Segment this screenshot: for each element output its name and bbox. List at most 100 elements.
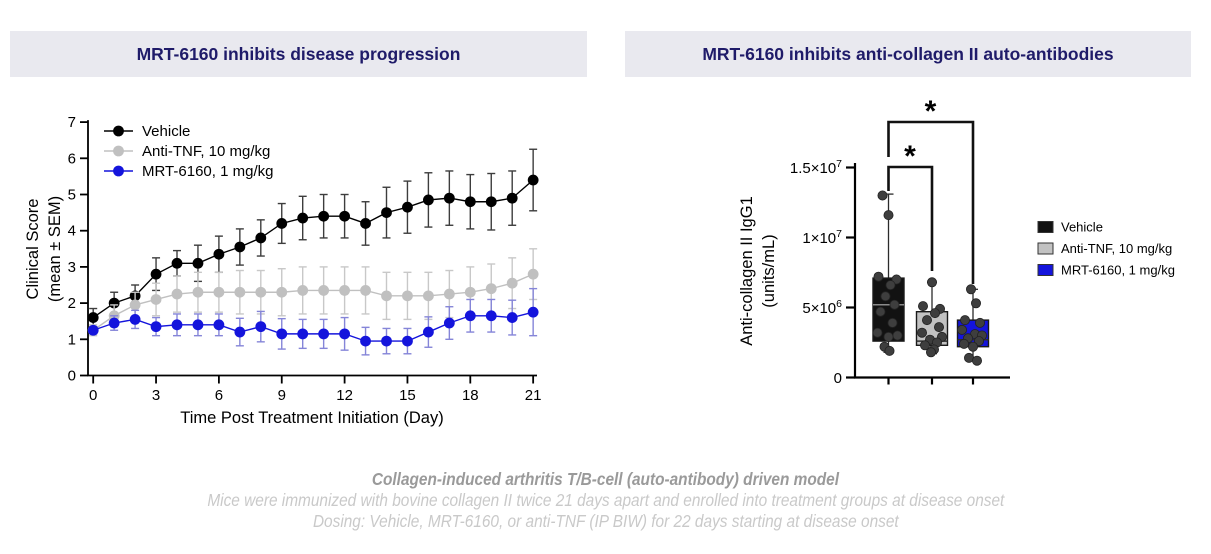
sig-star: * (925, 95, 937, 128)
sig-bracket-vehicle-mrt (887, 120, 975, 284)
data-point (255, 232, 267, 244)
x-tick-label: 21 (525, 387, 542, 404)
y-tick-label: 7 (68, 114, 76, 131)
data-point (957, 324, 968, 335)
legend-swatch-icon (1037, 242, 1054, 255)
y-tick-label: 4 (68, 223, 76, 240)
data-point (423, 326, 434, 338)
data-point (930, 308, 941, 319)
series-line (92, 179, 534, 319)
error-bars (89, 287, 538, 356)
data-point (892, 330, 903, 341)
data-point (381, 335, 392, 347)
data-point (213, 248, 225, 260)
data-point (934, 322, 945, 333)
legend-swatch-icon (1037, 221, 1054, 233)
boxgroup-mrt-6160 (956, 284, 990, 366)
data-point (880, 291, 891, 302)
sig-bracket-vehicle-antitnf (887, 165, 934, 271)
caption-dosing-line: Dosing: Vehicle, MRT-6160, or anti-TNF (… (312, 511, 899, 531)
svg-text:(units/mL): (units/mL) (760, 234, 778, 307)
data-point (464, 310, 476, 322)
data-point (318, 285, 330, 296)
data-point (192, 286, 204, 298)
data-point (276, 328, 288, 340)
data-point (423, 194, 434, 206)
data-point (885, 280, 896, 291)
data-point (884, 345, 895, 356)
data-point (917, 327, 928, 338)
y-tick-label: 1×107 (802, 228, 842, 247)
data-point (402, 201, 413, 213)
right-legend: Vehicle Anti-TNF, 10 mg/kg MRT-6160, 1 mg/… (1037, 220, 1175, 278)
left-yaxis-title: Clinical Score (mean ± SEM) (24, 196, 64, 302)
data-point (423, 290, 434, 302)
y-tick-label: 5 (68, 187, 76, 204)
data-point (150, 294, 162, 305)
data-point (360, 335, 371, 347)
y-tick-label: 3 (68, 259, 76, 276)
legend-marker-icon (113, 125, 124, 137)
data-point (87, 324, 99, 336)
data-point (339, 210, 350, 222)
data-point (297, 212, 309, 224)
data-point (129, 299, 141, 311)
left-legend: Vehicle Anti-TNF, 10 mg/kg MRT-6160, 1 mg/… (104, 123, 273, 180)
data-point (171, 288, 183, 300)
data-point (959, 338, 970, 349)
data-point (920, 340, 931, 351)
data-point (968, 341, 979, 352)
data-point (171, 257, 183, 269)
data-point (402, 335, 413, 347)
legend-label: Vehicle (1061, 220, 1103, 235)
y-tick-label: 1.5×107 (790, 158, 842, 177)
data-point (883, 331, 894, 342)
legend-label: Anti-TNF, 10 mg/kg (1061, 241, 1172, 256)
data-point (213, 319, 225, 331)
legend-label: MRT-6160, 1 mg/kg (142, 163, 273, 180)
series-line (92, 311, 534, 342)
data-point (234, 286, 246, 298)
right-panel-title: MRT-6160 inhibits anti-collagen II auto-… (702, 44, 1114, 64)
data-point (485, 310, 497, 322)
data-point (887, 317, 898, 328)
data-point (192, 319, 204, 331)
data-point (918, 301, 929, 312)
left-panel-title: MRT-6160 inhibits disease progression (136, 44, 461, 64)
right-panel-title-banner: MRT-6160 inhibits anti-collagen II auto-… (625, 31, 1191, 77)
data-point (527, 268, 539, 280)
right-yaxis-title: Anti-collagen II IgG1 (units/mL) (738, 196, 778, 346)
data-point (360, 218, 371, 229)
x-tick-label: 9 (278, 387, 286, 404)
y-tick-label: 5×106 (802, 298, 842, 317)
data-point (889, 299, 900, 310)
data-point (872, 327, 883, 338)
data-point (443, 317, 455, 329)
data-point (129, 313, 141, 325)
legend-marker-icon (113, 145, 124, 157)
data-point (297, 285, 309, 296)
data-point (276, 218, 288, 229)
significance-stars: ** (904, 95, 937, 173)
y-tick-label: 6 (68, 150, 76, 167)
x-tick-label: 18 (462, 387, 479, 404)
legend-swatch-icon (1037, 264, 1054, 276)
left-xaxis-title: Time Post Treatment Initiation (Day) (180, 409, 443, 427)
data-point (402, 290, 413, 302)
data-point (192, 257, 204, 269)
data-point (318, 328, 330, 340)
boxgroup-vehicle (872, 190, 905, 356)
svg-text:(mean ± SEM): (mean ± SEM) (46, 196, 64, 302)
data-point (506, 192, 518, 204)
left-panel-title-banner: MRT-6160 inhibits disease progression (10, 31, 587, 77)
series-mrt-6160 (87, 287, 539, 356)
data-point (234, 326, 246, 338)
x-tick-label: 6 (215, 387, 223, 404)
data-point (150, 268, 162, 280)
left-axes (80, 120, 537, 384)
figure-caption: Collagen-induced arthritis T/B-cell (aut… (0, 469, 1211, 532)
data-point (443, 192, 455, 204)
x-tick-label: 12 (336, 387, 353, 404)
